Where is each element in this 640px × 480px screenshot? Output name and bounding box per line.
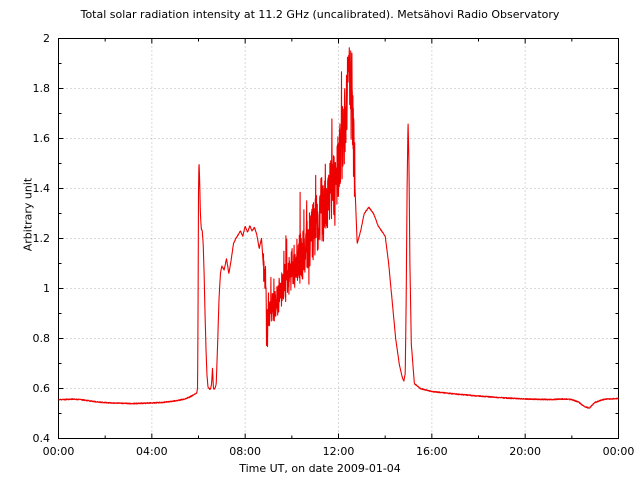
gridlines	[58, 38, 619, 439]
y-tick-label: 1.6	[32, 131, 51, 145]
y-tick-label: 1.4	[32, 181, 51, 195]
y-tick-label: 2	[43, 31, 50, 45]
x-tick-label: 00:00	[602, 444, 635, 458]
data-line-total-solar-radiation-intensity	[58, 47, 619, 409]
x-axis-label: Time UT, on date 2009-01-04	[239, 462, 401, 475]
x-tick-label: 08:00	[229, 444, 261, 458]
data-series-layer	[58, 47, 619, 409]
chart-title: Total solar radiation intensity at 11.2 …	[80, 8, 560, 21]
y-tick-label: 0.6	[32, 381, 51, 395]
plot-frame	[58, 38, 619, 439]
y-tick-label: 0.8	[32, 331, 51, 345]
x-tick-label: 04:00	[135, 444, 168, 458]
x-tick-label: 16:00	[415, 444, 448, 458]
y-tick-label: 1.2	[32, 231, 51, 245]
y-tick-label: 0.4	[32, 431, 51, 445]
x-tick-label: 00:00	[42, 444, 75, 458]
y-tick-label: 1.8	[32, 81, 51, 95]
x-tick-label: 12:00	[322, 444, 355, 458]
y-tick-label: 1	[43, 281, 50, 295]
x-tick-label: 20:00	[509, 444, 541, 458]
